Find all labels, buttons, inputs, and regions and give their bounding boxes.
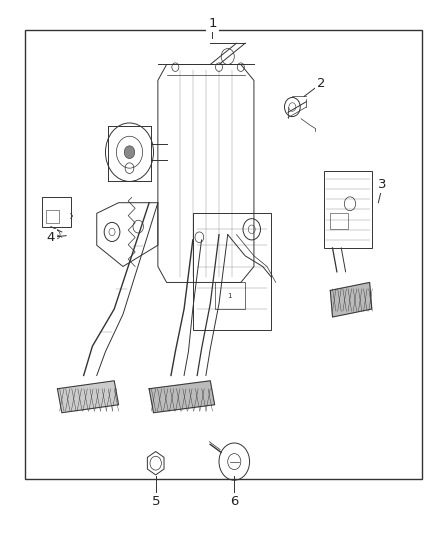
Bar	[330, 213, 348, 229]
Bar	[42, 197, 71, 227]
Bar	[324, 171, 372, 248]
Bar	[215, 282, 245, 309]
Text: 4: 4	[47, 231, 55, 244]
Text: 2: 2	[318, 77, 326, 90]
Polygon shape	[330, 282, 372, 317]
Text: 3: 3	[378, 177, 387, 191]
Text: 1: 1	[208, 17, 217, 29]
Text: 6: 6	[230, 495, 238, 508]
Bar	[46, 209, 59, 223]
Bar	[25, 30, 422, 479]
Text: 1: 1	[228, 293, 232, 298]
Circle shape	[124, 146, 135, 159]
Bar	[193, 213, 272, 330]
Polygon shape	[57, 381, 119, 413]
Polygon shape	[149, 381, 215, 413]
Text: 5: 5	[152, 495, 160, 508]
